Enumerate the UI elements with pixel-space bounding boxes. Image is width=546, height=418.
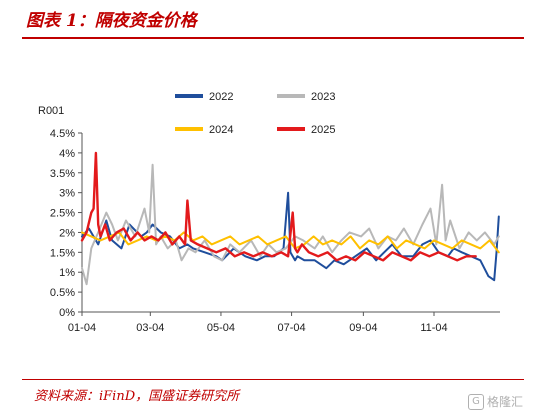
y-tick-label: 4%	[59, 148, 75, 160]
watermark: G 格隆汇	[468, 393, 523, 410]
x-tick-label: 05-04	[207, 322, 235, 334]
plot-area: 0% 0.5% 1% 1.5% 2% 2.5% 3% 3.5% 4% 4.5% R001 01-04 0…	[38, 91, 500, 334]
series-line-2023	[81, 163, 500, 286]
y-tick-label: 4.5%	[50, 128, 75, 140]
x-tick-label: 09-04	[349, 322, 377, 334]
y-tick-label: 1%	[59, 267, 75, 279]
y-tick-label: 2%	[59, 227, 75, 239]
watermark-text: 格隆汇	[487, 395, 524, 409]
y-tick-label: 3.5%	[50, 168, 75, 180]
title-rule	[22, 37, 524, 39]
series-line-2025	[80, 151, 477, 262]
y-tick-label: 2.5%	[50, 208, 75, 220]
legend-label-2022: 2022	[209, 91, 233, 103]
x-tick-label: 03-04	[136, 322, 164, 334]
legend-label-2025: 2025	[311, 124, 335, 136]
y-tick-label: 0%	[59, 307, 75, 319]
legend-label-2024: 2024	[209, 124, 233, 136]
y-tick-label: 3%	[59, 188, 75, 200]
figure-title: 图表 1：隔夜资金价格	[26, 11, 197, 31]
source-note: 资料来源：iFinD，国盛证券研究所	[34, 389, 240, 404]
watermark-logo-icon: G	[468, 393, 484, 410]
x-tick-label: 11-04	[420, 322, 447, 334]
y-axis-label: R001	[38, 105, 64, 117]
footer-rule	[22, 379, 524, 380]
x-tick-label: 01-04	[68, 322, 96, 334]
y-tick-label: 0.5%	[50, 287, 75, 299]
legend-label-2023: 2023	[311, 91, 335, 103]
x-tick-label: 07-04	[278, 322, 306, 334]
y-tick-label: 1.5%	[50, 247, 75, 259]
